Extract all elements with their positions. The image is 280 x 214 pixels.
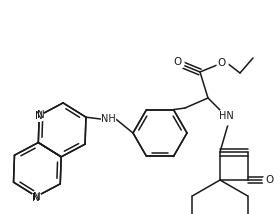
Text: HN: HN: [219, 111, 233, 121]
Text: N: N: [32, 192, 40, 202]
Text: O: O: [266, 175, 274, 185]
Text: N: N: [37, 110, 45, 120]
Text: N: N: [35, 111, 43, 120]
Text: N: N: [32, 193, 39, 202]
Text: NH: NH: [101, 114, 115, 124]
Text: O: O: [218, 58, 226, 68]
Text: O: O: [173, 57, 181, 67]
